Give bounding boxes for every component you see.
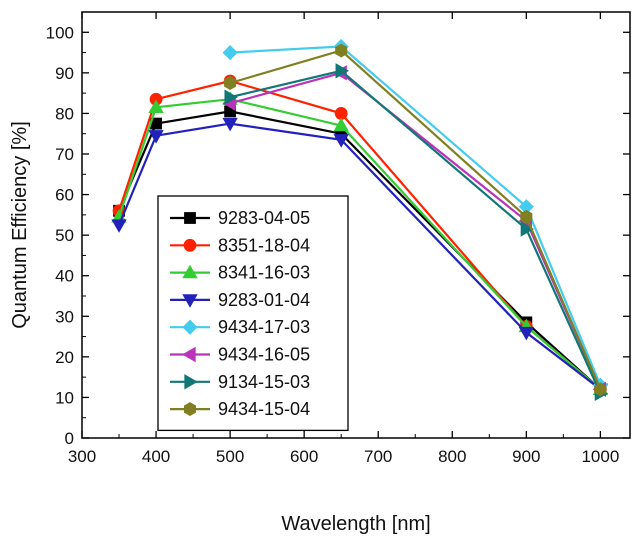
legend-marker bbox=[184, 374, 198, 390]
y-tick-label: 80 bbox=[55, 104, 74, 123]
data-point bbox=[594, 382, 607, 397]
legend-label: 9134-15-03 bbox=[218, 372, 310, 392]
x-tick-label: 900 bbox=[512, 447, 540, 466]
legend-item: 9283-01-04 bbox=[170, 290, 310, 310]
legend-label: 9283-04-05 bbox=[218, 208, 310, 228]
x-axis-title: Wavelength [nm] bbox=[281, 513, 430, 535]
y-tick-label: 50 bbox=[55, 226, 74, 245]
data-point bbox=[334, 107, 348, 120]
data-point bbox=[224, 76, 237, 90]
series-layer bbox=[111, 38, 609, 402]
data-point bbox=[335, 63, 349, 79]
x-tick-label: 400 bbox=[142, 447, 170, 466]
legend-marker bbox=[184, 212, 196, 224]
data-point bbox=[224, 89, 238, 105]
series-line bbox=[117, 110, 602, 391]
y-tick-label: 30 bbox=[55, 307, 74, 326]
y-axis-title: Quantum Efficiency [%] bbox=[9, 121, 31, 329]
legend-item: 9434-17-03 bbox=[170, 317, 310, 337]
legend-item: 8351-18-04 bbox=[170, 235, 310, 255]
y-tick-label: 60 bbox=[55, 186, 74, 205]
data-point bbox=[520, 221, 535, 237]
axis-ticks: 300 400 500 600 700 800 900 1000 0 10 20 30 40 50 60 70… bbox=[46, 12, 630, 466]
data-point bbox=[222, 45, 238, 61]
series-line bbox=[117, 122, 602, 391]
x-tick-label: 600 bbox=[290, 447, 318, 466]
legend-label: 8341-16-03 bbox=[218, 263, 310, 283]
data-point bbox=[333, 134, 349, 148]
series-line bbox=[117, 98, 602, 391]
data-point bbox=[148, 99, 164, 113]
legend-marker bbox=[182, 264, 198, 279]
legend-label: 9434-17-03 bbox=[218, 317, 310, 337]
legend-marker bbox=[183, 238, 197, 252]
series-9434-15-04 bbox=[224, 43, 607, 397]
x-tick-label: 700 bbox=[364, 447, 392, 466]
plot-frame bbox=[81, 11, 631, 439]
data-point bbox=[335, 43, 348, 58]
x-tick-label: 300 bbox=[68, 447, 96, 466]
series-line bbox=[229, 69, 602, 394]
legend-label: 9434-16-05 bbox=[218, 345, 310, 365]
plot-area bbox=[81, 11, 631, 439]
y-tick-label: 20 bbox=[55, 348, 74, 367]
legend-label: 8351-18-04 bbox=[218, 235, 310, 255]
legend-marker bbox=[182, 346, 196, 363]
y-tick-label: 100 bbox=[46, 23, 74, 42]
y-tick-label: 70 bbox=[55, 145, 74, 164]
data-point bbox=[148, 130, 164, 144]
data-point bbox=[333, 117, 349, 132]
legend-marker bbox=[183, 402, 197, 417]
legend: 9283-04-05 8351-18-04 8341-16-03 9283-01-04… bbox=[157, 195, 349, 432]
legend-item: 8341-16-03 bbox=[170, 263, 310, 283]
legend-marker bbox=[182, 319, 198, 335]
y-tick-label: 40 bbox=[55, 267, 74, 286]
legend-label: 9283-01-04 bbox=[218, 290, 310, 310]
legend-box bbox=[157, 195, 349, 432]
legend-marker bbox=[182, 294, 198, 308]
data-point bbox=[518, 326, 535, 341]
y-tick-label: 90 bbox=[55, 64, 74, 83]
legend-label: 9434-15-04 bbox=[218, 399, 310, 419]
data-point bbox=[520, 209, 533, 224]
legend-item: 9434-16-05 bbox=[170, 345, 310, 365]
x-tick-label: 1000 bbox=[581, 447, 619, 466]
x-tick-label: 500 bbox=[216, 447, 244, 466]
legend-item: 9134-15-03 bbox=[170, 372, 310, 392]
legend-item: 9434-15-04 bbox=[170, 399, 310, 419]
y-tick-label: 0 bbox=[65, 429, 74, 448]
data-point bbox=[111, 219, 127, 233]
series-line bbox=[230, 45, 602, 386]
legend-item: 9283-04-05 bbox=[170, 208, 310, 228]
data-point bbox=[222, 117, 238, 132]
x-tick-label: 800 bbox=[438, 447, 466, 466]
y-tick-label: 10 bbox=[55, 388, 74, 407]
series-line bbox=[229, 49, 602, 390]
